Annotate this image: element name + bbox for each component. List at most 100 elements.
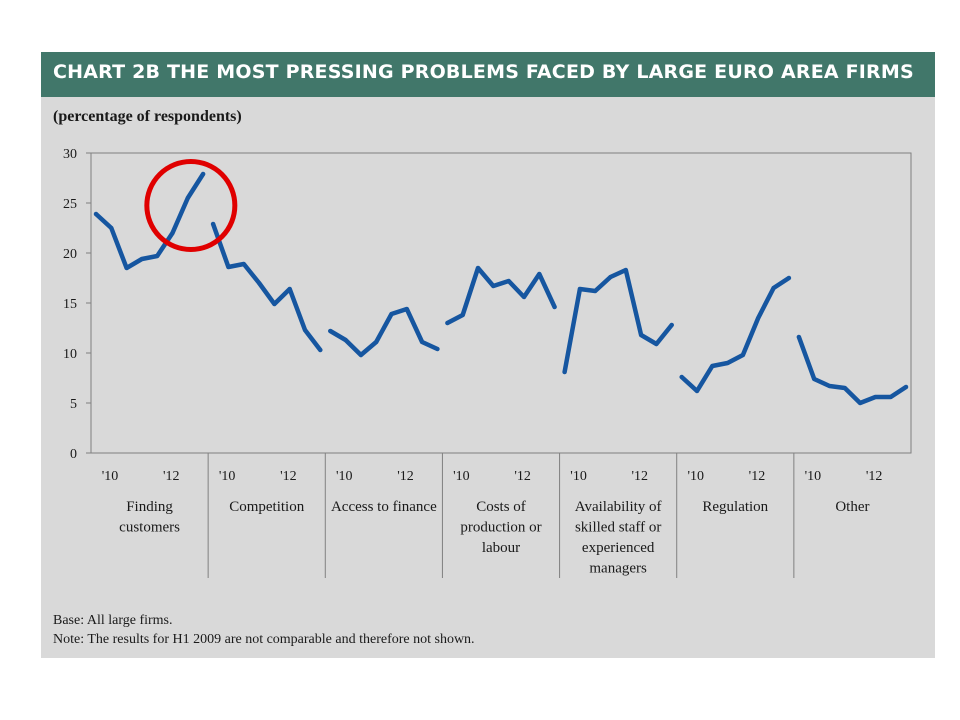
- chart-title: CHART 2B THE MOST PRESSING PROBLEMS FACE…: [53, 61, 914, 83]
- data-point: [211, 222, 216, 226]
- data-point: [328, 329, 333, 333]
- data-point: [257, 281, 262, 285]
- category-label: customers: [119, 520, 180, 536]
- data-point: [124, 266, 129, 270]
- data-point: [552, 305, 557, 309]
- series-line: [328, 306, 440, 358]
- data-point: [695, 389, 700, 393]
- data-point: [460, 313, 465, 317]
- data-point: [343, 338, 348, 342]
- category-label: labour: [482, 540, 520, 556]
- category-label: Finding: [126, 499, 173, 515]
- data-point: [94, 212, 98, 216]
- category-label: Access to finance: [331, 499, 437, 515]
- highlight-circle: [144, 159, 238, 252]
- x-tick-label: '10: [336, 469, 353, 484]
- data-point: [155, 254, 160, 258]
- x-tick-label: '10: [453, 469, 470, 484]
- x-tick-label: '12: [632, 469, 649, 484]
- y-tick-label: 20: [63, 247, 77, 262]
- data-point: [226, 265, 231, 269]
- x-tick-label: '12: [280, 469, 297, 484]
- data-point: [654, 342, 659, 346]
- data-point: [725, 361, 730, 365]
- x-tick-label: '10: [219, 469, 236, 484]
- y-tick-label: 5: [70, 397, 77, 412]
- data-point: [669, 323, 674, 327]
- data-point: [506, 279, 511, 283]
- y-tick-label: 30: [63, 147, 77, 162]
- data-point: [476, 266, 481, 270]
- data-point: [435, 347, 440, 351]
- x-tick-label: '10: [102, 469, 119, 484]
- data-point: [562, 370, 567, 374]
- data-point: [537, 272, 542, 276]
- data-point: [389, 312, 394, 316]
- y-tick-label: 25: [63, 197, 77, 212]
- base-note: Base: All large firms.: [53, 613, 173, 628]
- data-point: [904, 385, 908, 389]
- data-point: [139, 257, 144, 261]
- data-point: [420, 340, 425, 344]
- data-point: [358, 353, 363, 357]
- plot-frame: [90, 152, 912, 454]
- series-line: [93, 171, 206, 271]
- x-tick-label: '12: [163, 469, 180, 484]
- chart-notes: Base: All large firms. Note: The results…: [53, 611, 475, 649]
- x-tick-label: '12: [749, 469, 766, 484]
- data-point: [796, 335, 801, 339]
- category-label: Availability of: [575, 499, 662, 515]
- y-tick-label: 15: [63, 297, 77, 312]
- data-point: [491, 284, 496, 288]
- chart-header: CHART 2B THE MOST PRESSING PROBLEMS FACE…: [41, 52, 935, 97]
- x-tick-label: '12: [397, 469, 414, 484]
- category-label: Costs of: [476, 499, 526, 515]
- category-label: experienced: [582, 540, 655, 556]
- data-point: [185, 196, 190, 200]
- data-point: [710, 364, 715, 368]
- x-tick-label: '12: [514, 469, 531, 484]
- data-point: [272, 302, 277, 306]
- chart-subtitle: (percentage of respondents): [53, 108, 242, 125]
- y-tick-label: 0: [70, 447, 77, 462]
- data-point: [679, 375, 684, 379]
- data-point: [827, 384, 832, 388]
- series-line: [445, 265, 557, 326]
- data-point: [445, 321, 450, 325]
- footnote: Note: The results for H1 2009 are not co…: [53, 632, 475, 647]
- data-point: [756, 316, 761, 320]
- x-tick-label: '12: [866, 469, 883, 484]
- data-point: [287, 287, 292, 291]
- data-point: [888, 395, 893, 399]
- category-label: managers: [589, 561, 647, 577]
- data-point: [404, 307, 409, 311]
- data-point: [318, 348, 323, 352]
- data-point: [740, 353, 745, 357]
- series-line: [210, 221, 323, 353]
- category-label: Regulation: [702, 499, 768, 515]
- series-line: [562, 267, 674, 375]
- x-tick-label: '10: [687, 469, 704, 484]
- category-label: production or: [460, 520, 541, 536]
- category-label: skilled staff or: [575, 520, 661, 536]
- data-point: [201, 172, 206, 176]
- data-point: [374, 340, 379, 344]
- data-point: [109, 226, 114, 230]
- x-tick-label: '10: [805, 469, 822, 484]
- data-point: [771, 286, 776, 290]
- data-point: [577, 287, 582, 291]
- data-point: [521, 295, 526, 299]
- category-label: Competition: [229, 499, 305, 515]
- data-point: [302, 328, 307, 332]
- data-point: [593, 289, 598, 293]
- data-point: [241, 262, 246, 266]
- category-label: Other: [835, 499, 869, 515]
- data-point: [170, 231, 175, 235]
- data-point: [623, 268, 628, 272]
- data-point: [873, 395, 878, 399]
- series-line: [796, 334, 909, 406]
- data-point: [842, 386, 847, 390]
- series-line: [679, 275, 792, 394]
- y-tick-label: 10: [63, 347, 77, 362]
- data-point: [858, 401, 863, 405]
